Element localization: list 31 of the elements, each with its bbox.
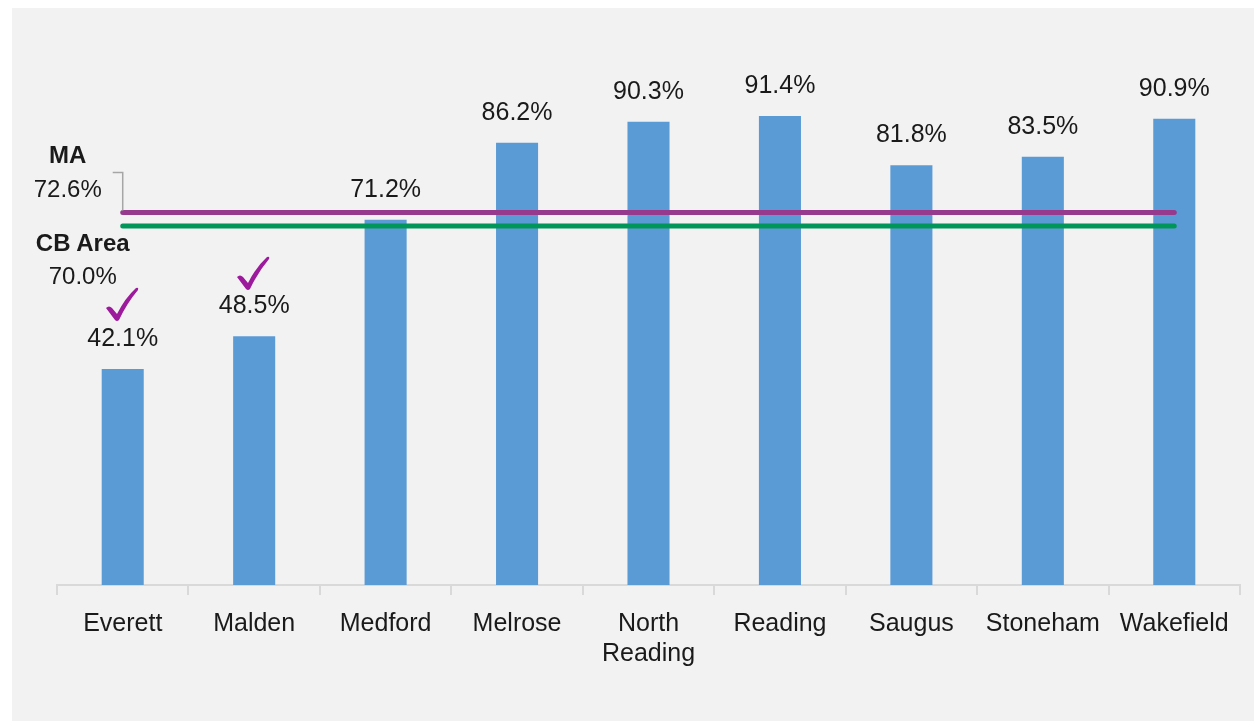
data-label: 81.8% (875, 119, 947, 148)
data-label: 90.9% (1138, 72, 1210, 101)
bar (1153, 118, 1196, 585)
ref-line-label: CB Area (35, 228, 131, 256)
bar (233, 336, 276, 585)
bar (364, 219, 407, 585)
bar (627, 121, 670, 585)
bar (101, 369, 144, 585)
text: 72.6% (33, 175, 102, 203)
data-label: 48.5% (218, 290, 290, 319)
data-label: 71.2% (350, 173, 422, 202)
data-label: 91.4% (744, 70, 816, 99)
x-tick-label: Malden (213, 607, 296, 636)
bar (496, 142, 539, 585)
ref-line-label: MA (49, 141, 87, 169)
x-tick-label: Reading (733, 607, 827, 636)
x-tick-label: North Reading (601, 607, 696, 666)
bar (1021, 156, 1064, 585)
x-tick-label: Everett (83, 607, 163, 636)
x-tick-label: Saugus (868, 607, 954, 636)
bar (890, 165, 933, 585)
x-tick-label: Stoneham (985, 607, 1100, 636)
data-label: 86.2% (481, 96, 553, 125)
bar (758, 116, 801, 585)
text: 70.0% (48, 261, 117, 289)
x-tick-label: Wakefield (1119, 607, 1229, 636)
data-label: 90.3% (613, 75, 684, 104)
x-tick-label: Melrose (472, 607, 562, 636)
x-tick-label: Medford (339, 607, 432, 636)
data-label: 83.5% (1007, 110, 1079, 139)
data-label: 42.1% (87, 322, 159, 351)
